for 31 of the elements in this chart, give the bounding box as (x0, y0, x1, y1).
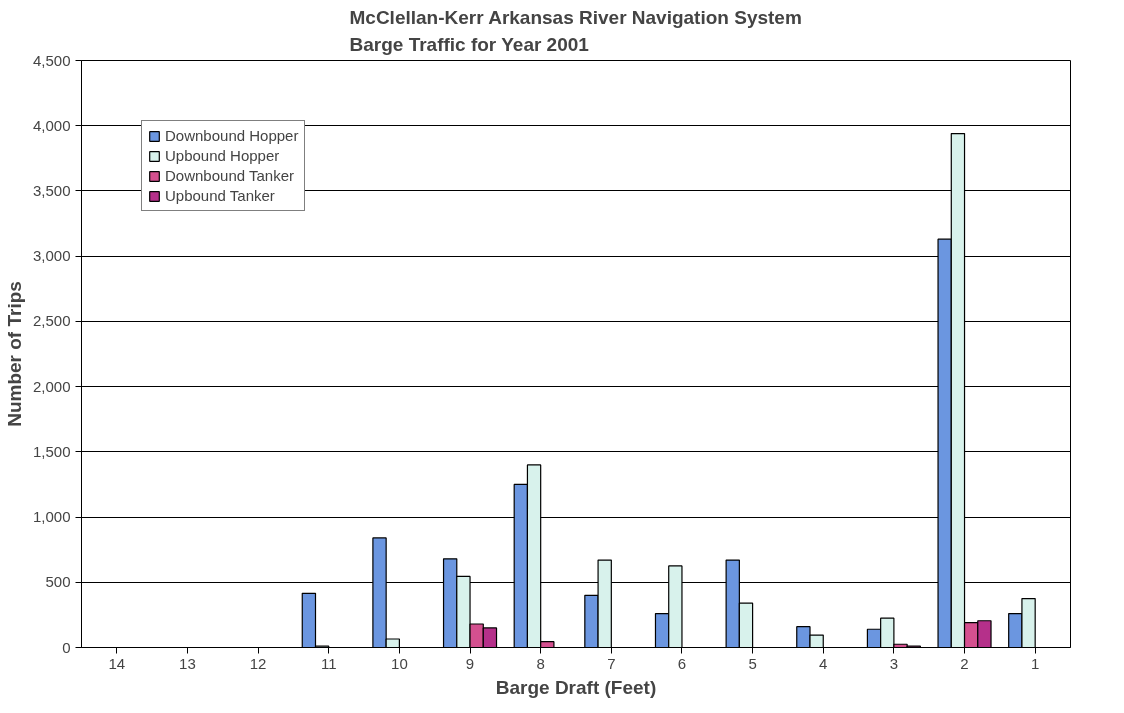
y-tick-label: 4,000 (32, 116, 71, 134)
y-tick-label: 1,000 (32, 508, 71, 526)
y-tick-label: 3,500 (32, 181, 71, 199)
y-tick-label: 0 (62, 638, 71, 656)
legend-label: Upbound Tanker (165, 187, 275, 204)
x-tick-label: 13 (179, 654, 196, 672)
y-axis-title: Number of Trips (3, 281, 25, 427)
x-tick-label: 6 (677, 654, 687, 672)
x-tick-label: 14 (108, 654, 126, 672)
x-tick-label: 11 (320, 654, 337, 672)
y-tick-label: 2,000 (32, 377, 71, 395)
x-tick-label: 2 (960, 654, 969, 672)
x-tick-label: 7 (607, 654, 616, 672)
legend-label: Downbound Tanker (165, 167, 294, 184)
x-tick-label: 3 (889, 654, 899, 672)
y-tick-label: 2,500 (32, 312, 71, 330)
y-tick-label: 4,500 (32, 51, 71, 69)
y-tick-label: 1,500 (32, 442, 71, 460)
x-tick-label: 1 (1031, 654, 1040, 672)
y-tick-label: 500 (45, 573, 71, 591)
x-tick-label: 12 (249, 654, 267, 672)
x-tick-label: 10 (391, 654, 408, 672)
y-tick-label: 3,000 (32, 247, 71, 265)
x-axis-title: Barge Draft (Feet) (495, 676, 657, 698)
legend-label: Upbound Hopper (165, 147, 280, 164)
x-tick-label: 4 (819, 654, 828, 672)
chart-title: McClellan-Kerr Arkansas River Navigation System Barge Traffic for Year 2001 (349, 7, 802, 56)
x-tick-label: 5 (748, 654, 757, 672)
x-tick-label: 9 (465, 654, 475, 672)
x-tick-label: 8 (536, 654, 545, 672)
legend-label: Downbound Hopper (165, 127, 299, 144)
